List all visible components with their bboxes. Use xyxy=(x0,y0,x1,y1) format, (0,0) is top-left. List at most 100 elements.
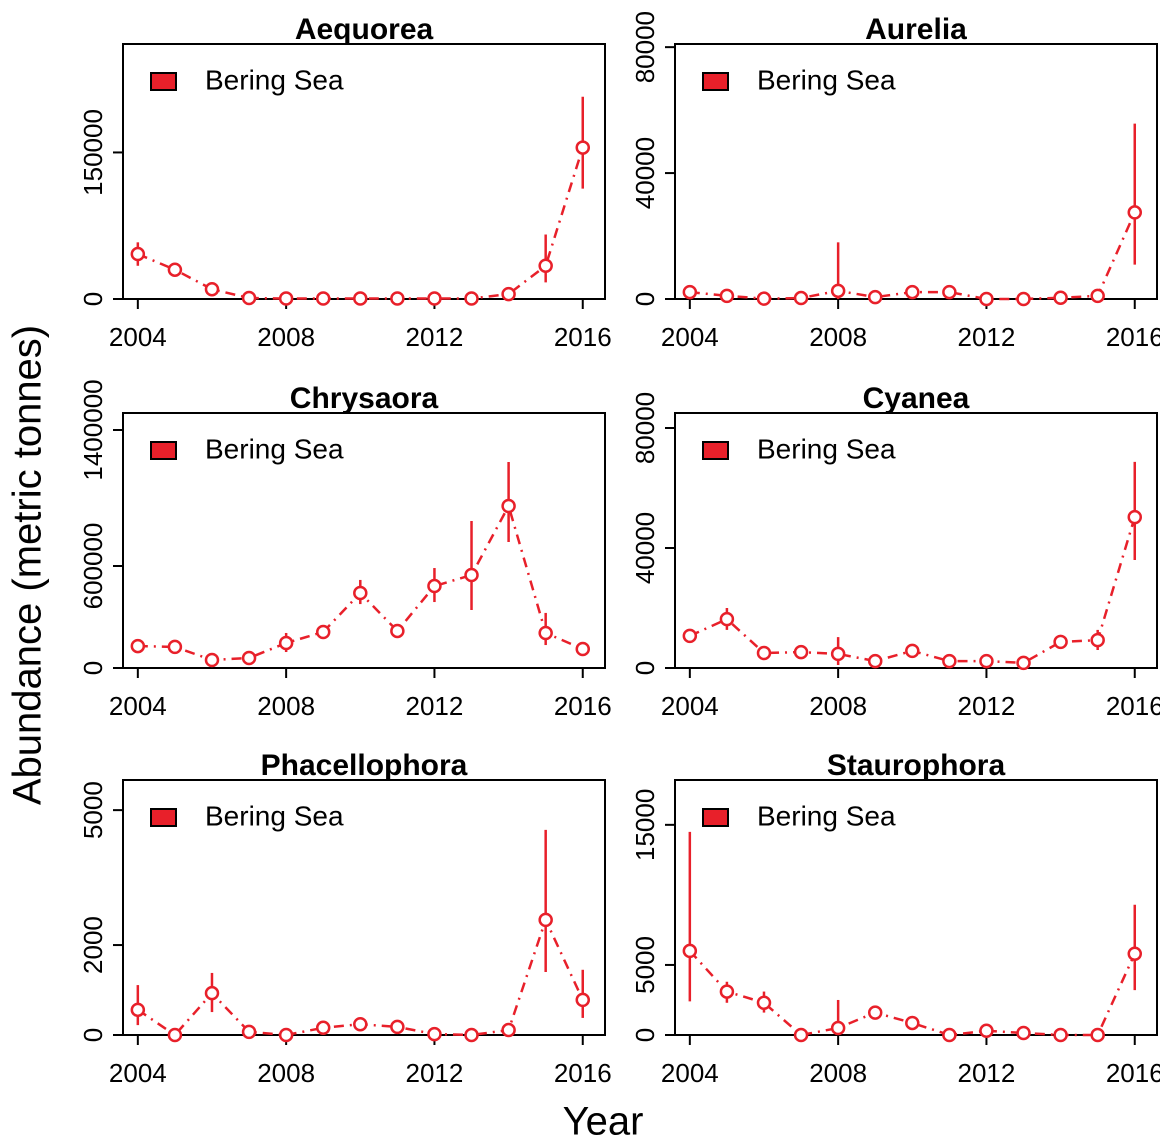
panel: Phacellophora 0 2000 5000 2004 2008 2012 2016 Be… xyxy=(78,749,612,1088)
point xyxy=(1016,655,1031,671)
point xyxy=(130,1002,146,1018)
point xyxy=(719,288,735,304)
point xyxy=(1090,632,1105,648)
point xyxy=(830,646,846,662)
x-tick-label: 2008 xyxy=(257,1058,315,1088)
x-tick-label: 2004 xyxy=(661,1058,719,1088)
point xyxy=(1053,1027,1068,1043)
point xyxy=(427,578,442,594)
x-tick-label: 2008 xyxy=(257,691,315,721)
x-tick-label: 2004 xyxy=(109,1058,167,1088)
point xyxy=(390,1019,405,1035)
legend-swatch xyxy=(150,808,177,827)
y-tick-label: 0 xyxy=(78,292,108,306)
point xyxy=(905,643,920,659)
y-tick-label: 0 xyxy=(630,1028,660,1042)
point xyxy=(353,1016,368,1032)
panel: Aequorea 0 150000 2004 2008 2012 2016 Bering Se… xyxy=(78,13,612,352)
y-tick-label: 80000 xyxy=(630,392,660,464)
x-tick-label: 2012 xyxy=(406,1058,464,1088)
legend-label: Bering Sea xyxy=(757,800,896,831)
legend-label: Bering Sea xyxy=(757,433,896,464)
plot-frame xyxy=(674,43,1158,300)
point xyxy=(575,140,591,155)
x-tick-label: 2008 xyxy=(809,691,867,721)
point xyxy=(682,628,698,644)
point xyxy=(501,498,516,514)
panel-title: Aequorea xyxy=(295,13,434,46)
point xyxy=(278,1027,294,1043)
point xyxy=(130,638,146,654)
panel-title: Chrysaora xyxy=(290,382,439,415)
point xyxy=(942,1027,957,1043)
point xyxy=(756,645,772,661)
panel: Cyanea 0 40000 80000 2004 2008 2012 2016 Bering … xyxy=(630,382,1160,721)
x-tick-label: 2004 xyxy=(661,691,719,721)
point xyxy=(793,644,809,660)
x-tick-label: 2004 xyxy=(109,691,167,721)
x-tick-label: 2016 xyxy=(554,691,612,721)
x-tick-label: 2016 xyxy=(554,322,612,352)
x-tick-label: 2008 xyxy=(809,322,867,352)
point xyxy=(241,1024,257,1040)
point xyxy=(427,1026,442,1042)
legend-swatch xyxy=(702,441,729,460)
point xyxy=(793,290,809,306)
legend-swatch xyxy=(150,72,177,91)
y-axis-title: Abundance (metric tonnes) xyxy=(6,325,50,805)
point xyxy=(130,246,146,262)
point xyxy=(390,623,405,639)
point xyxy=(830,283,846,299)
y-tick-label: 2000 xyxy=(78,916,108,974)
point xyxy=(501,1022,516,1038)
plot-frame xyxy=(674,412,1158,669)
point xyxy=(538,912,553,928)
point xyxy=(315,624,331,640)
x-tick-label: 2004 xyxy=(661,322,719,352)
point xyxy=(204,652,220,668)
panel: Aurelia 0 40000 80000 2004 2008 2012 2016 Bering… xyxy=(630,11,1160,352)
x-tick-label: 2004 xyxy=(109,322,167,352)
point xyxy=(575,992,591,1008)
y-tick-label: 0 xyxy=(78,661,108,675)
point xyxy=(353,291,368,306)
point xyxy=(204,985,220,1001)
point xyxy=(241,290,257,306)
panel: Staurophora 0 5000 15000 2004 2008 2012 2016 Ber… xyxy=(630,749,1160,1088)
y-tick-label: 40000 xyxy=(630,512,660,584)
point xyxy=(353,585,368,601)
y-tick-label: 80000 xyxy=(630,11,660,83)
point xyxy=(830,1020,846,1036)
point xyxy=(278,291,294,306)
point xyxy=(979,291,994,307)
point xyxy=(867,289,883,305)
series-line xyxy=(137,147,584,300)
point xyxy=(682,943,698,959)
point xyxy=(167,639,183,655)
point xyxy=(464,567,479,583)
y-tick-label: 5000 xyxy=(78,781,108,839)
point xyxy=(204,281,220,297)
legend-label: Bering Sea xyxy=(205,64,344,95)
y-tick-label: 0 xyxy=(78,1028,108,1042)
plot-frame xyxy=(122,412,606,669)
point xyxy=(464,1027,479,1043)
point xyxy=(719,984,735,999)
point xyxy=(241,650,257,666)
point xyxy=(867,653,883,669)
series-line xyxy=(689,516,1136,665)
y-tick-label: 15000 xyxy=(630,789,660,861)
panel-title: Cyanea xyxy=(863,382,970,415)
point xyxy=(464,291,479,306)
point xyxy=(905,1015,920,1031)
y-tick-label: 0 xyxy=(630,661,660,675)
point xyxy=(719,611,735,627)
y-tick-label: 0 xyxy=(630,292,660,306)
point xyxy=(1127,205,1143,220)
point xyxy=(1016,1025,1031,1041)
x-tick-label: 2012 xyxy=(406,322,464,352)
point xyxy=(1090,1027,1105,1043)
x-tick-label: 2012 xyxy=(406,691,464,721)
point xyxy=(315,1020,331,1036)
